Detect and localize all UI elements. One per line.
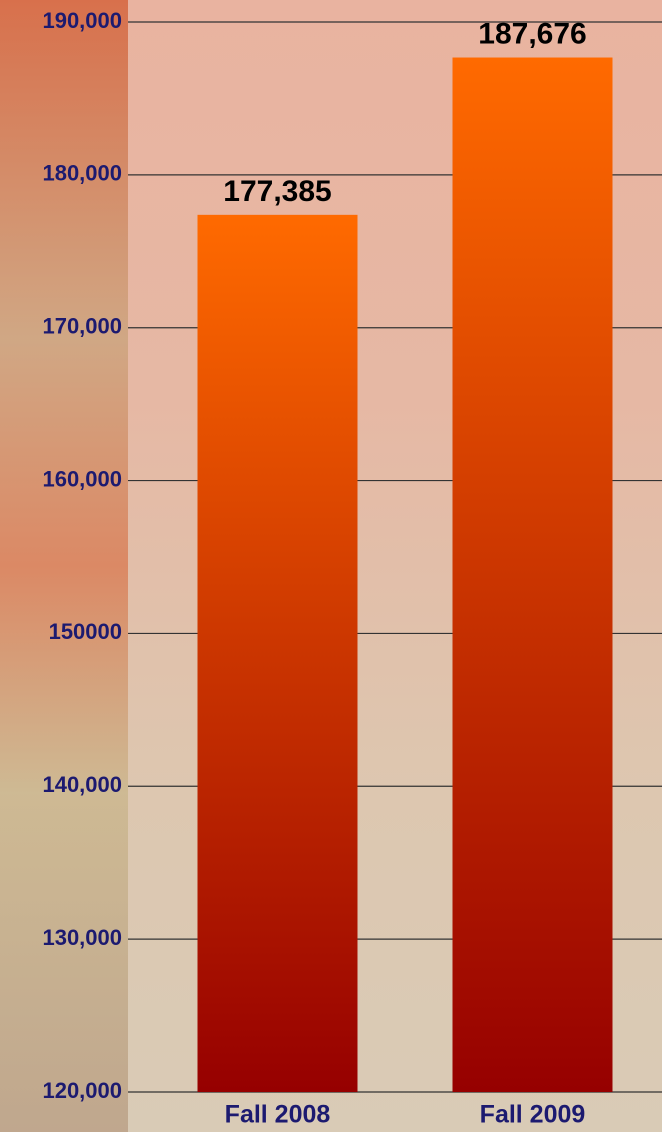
bar <box>197 214 358 1092</box>
y-tick-label: 170,000 <box>42 314 122 339</box>
x-tick-label: Fall 2008 <box>225 1101 331 1129</box>
y-tick-label: 130,000 <box>42 925 122 950</box>
y-tick-label: 180,000 <box>42 161 122 186</box>
y-tick-label: 140,000 <box>42 772 122 797</box>
value-label: 187,676 <box>478 17 586 50</box>
x-tick-label: Fall 2009 <box>480 1101 586 1129</box>
y-tick-label: 150000 <box>49 619 122 644</box>
bar <box>452 57 613 1092</box>
y-tick-label: 120,000 <box>42 1078 122 1103</box>
value-label: 177,385 <box>223 175 331 208</box>
y-tick-label: 190,000 <box>42 8 122 33</box>
y-tick-label: 160,000 <box>42 466 122 491</box>
background-side <box>0 0 128 1132</box>
